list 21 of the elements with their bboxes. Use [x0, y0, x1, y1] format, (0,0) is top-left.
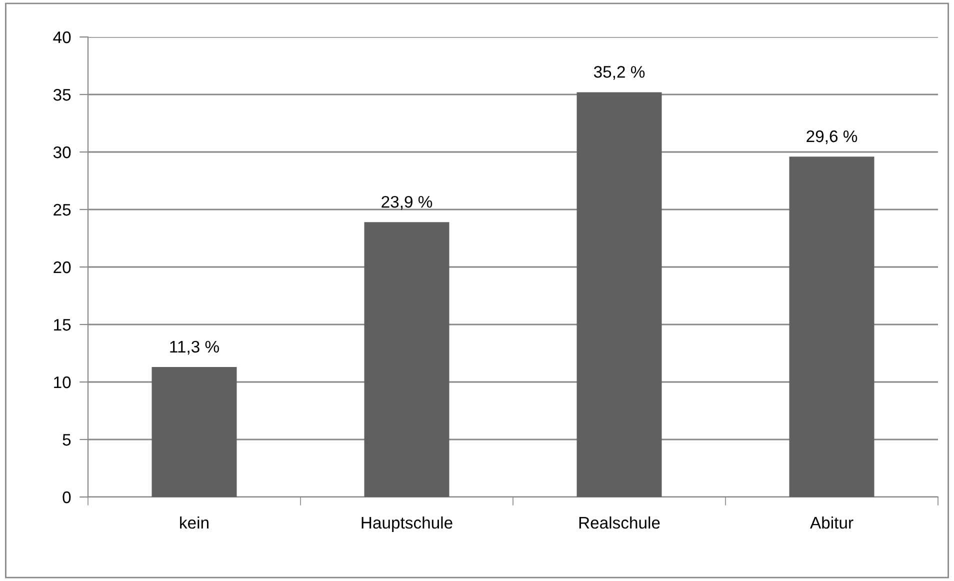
- bar: [789, 156, 874, 497]
- y-tick-label: 15: [54, 319, 71, 331]
- y-tick-label: 10: [54, 376, 71, 388]
- y-tick-label: 20: [54, 261, 71, 274]
- y-tick-label: 30: [53, 146, 71, 158]
- data-label: 29,6 %: [806, 130, 858, 144]
- data-label: 11,3 %: [170, 340, 219, 355]
- y-tick-label: 0: [62, 491, 71, 504]
- x-tick-label: Realschule: [579, 516, 660, 529]
- y-tick-label: 25: [54, 204, 71, 216]
- bar: [576, 92, 662, 497]
- bar: [152, 367, 237, 497]
- data-label: 23,9 %: [382, 196, 432, 210]
- x-tick-label: Abitur: [810, 516, 854, 529]
- y-tick-label: 5: [62, 434, 71, 446]
- data-label: 35,2 %: [594, 66, 645, 80]
- bar: [364, 222, 450, 497]
- x-tick-label: Hauptschule: [362, 516, 452, 532]
- y-tick-label: 40: [53, 31, 71, 44]
- y-tick-label: 35: [53, 88, 71, 101]
- x-tick-label: kein: [180, 516, 208, 529]
